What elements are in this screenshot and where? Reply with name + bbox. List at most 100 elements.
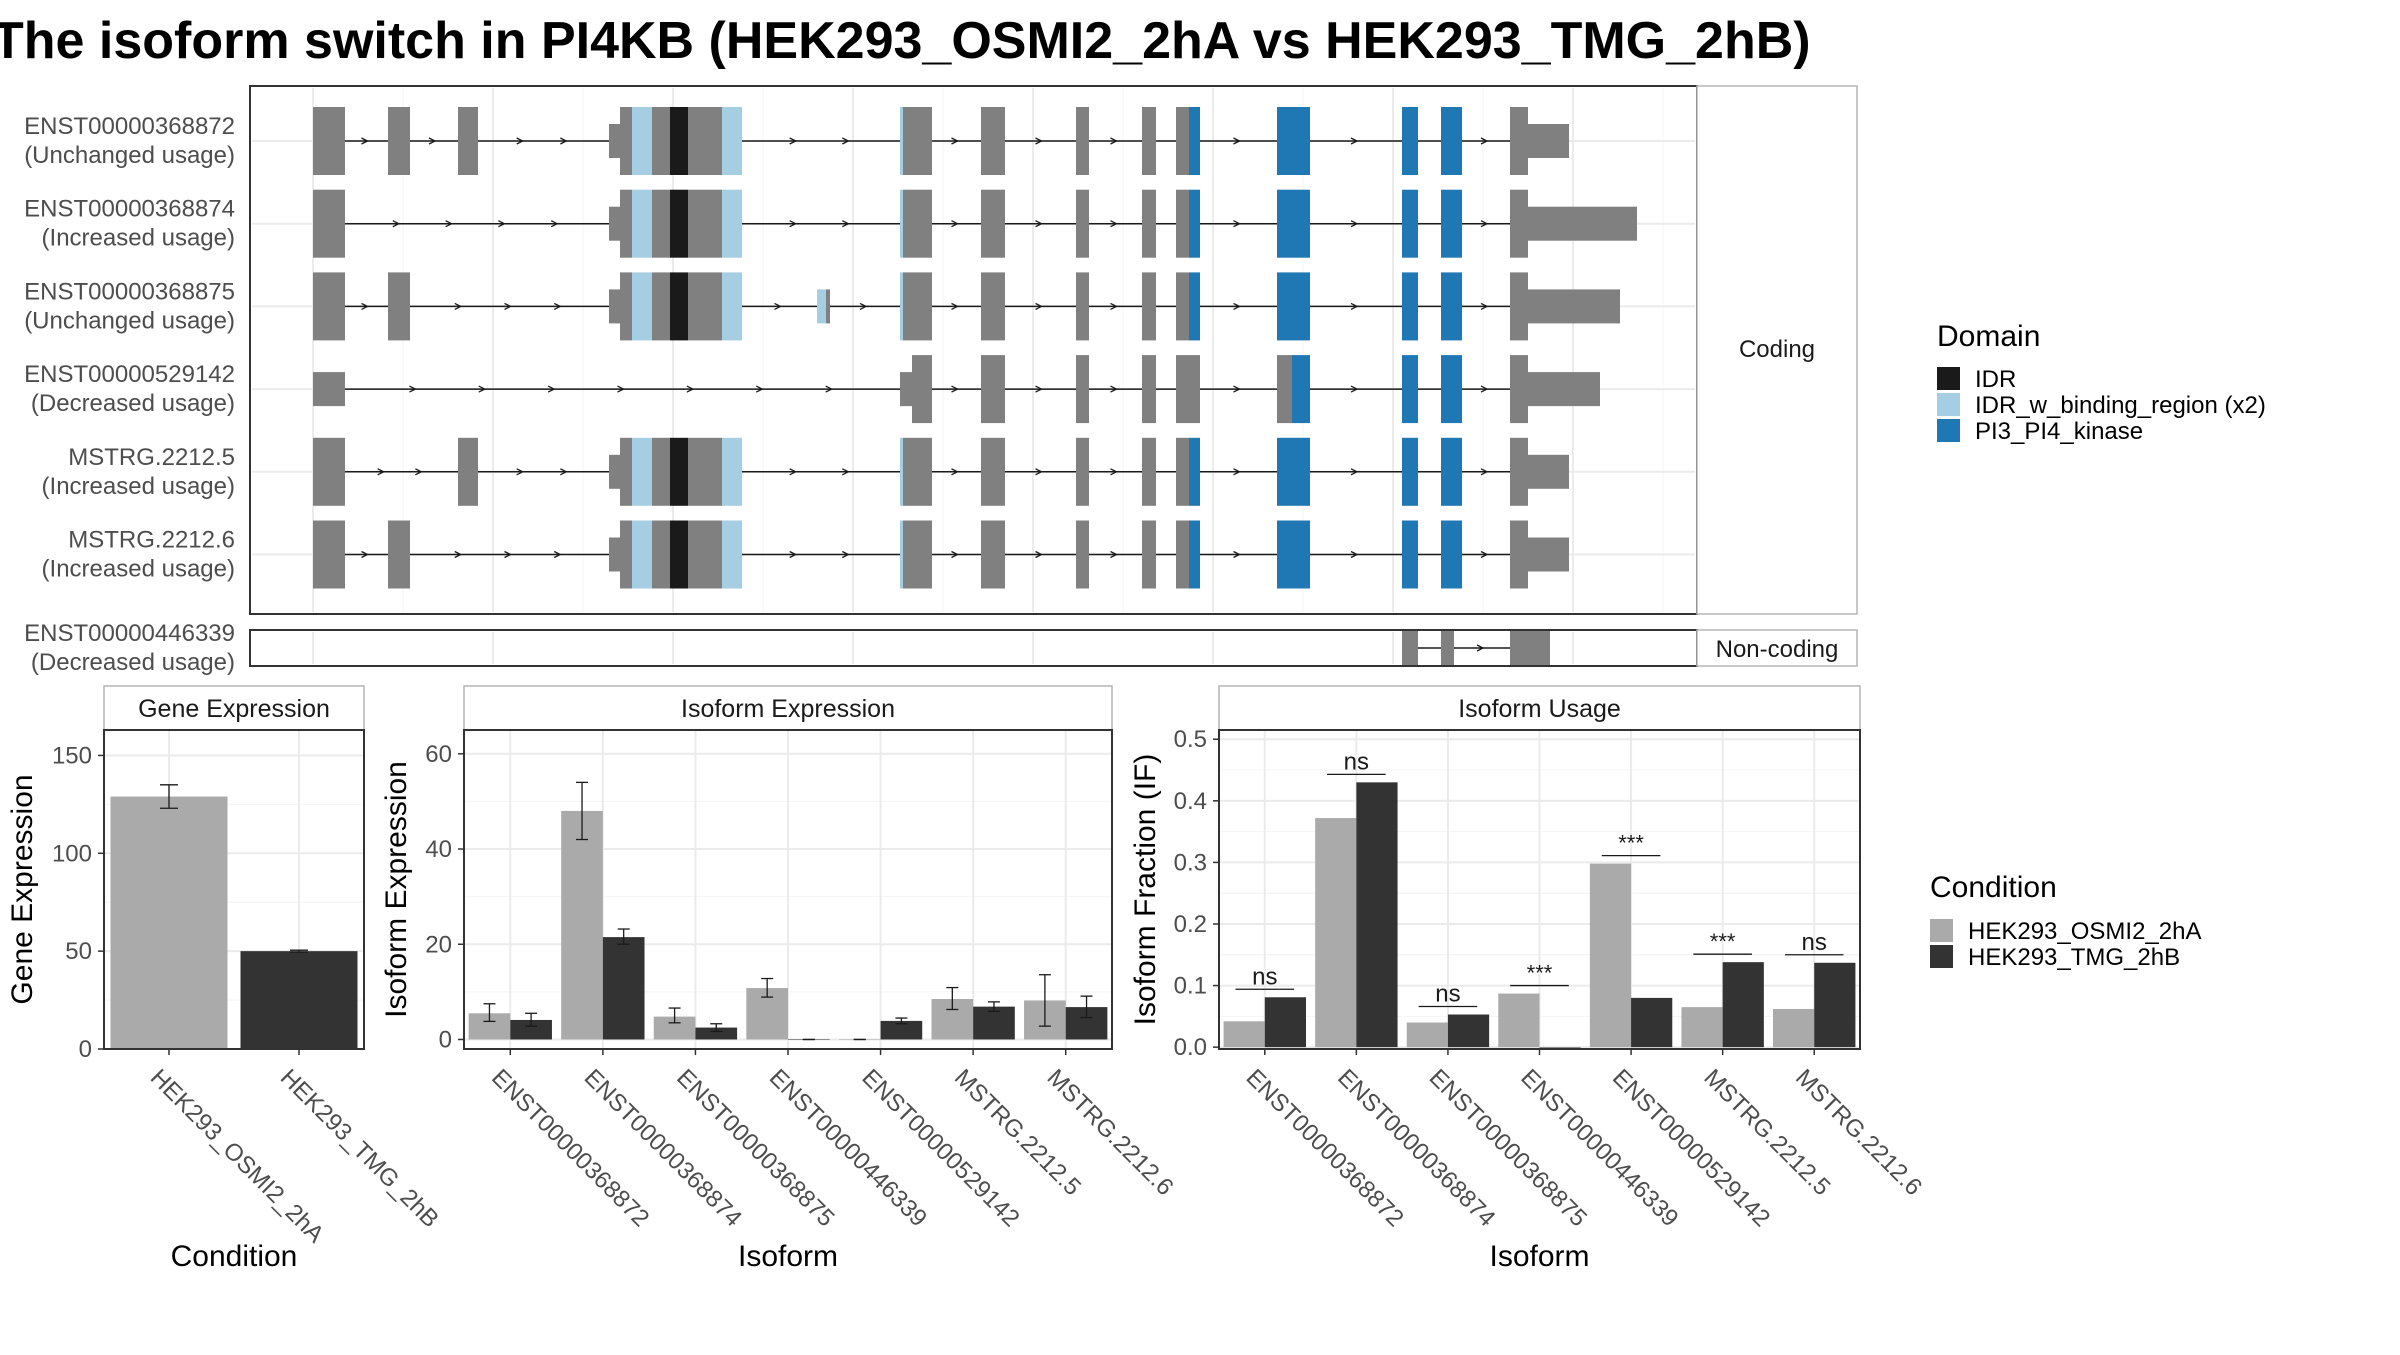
exon-segment xyxy=(1528,372,1600,407)
exon-segment xyxy=(1176,520,1189,589)
intron-arrow xyxy=(361,137,369,145)
exon-segment xyxy=(900,189,903,258)
bar xyxy=(561,810,603,1040)
intron-arrow xyxy=(825,385,834,393)
exon-segment xyxy=(609,454,620,489)
bar xyxy=(1498,993,1540,1048)
exon-segment xyxy=(1076,437,1089,506)
exon-segment xyxy=(1402,520,1418,589)
intron-arrow xyxy=(553,550,562,559)
exon-segment xyxy=(903,107,932,175)
transcript-id-label: ENST00000529142 xyxy=(24,361,235,388)
intron-arrow xyxy=(361,550,369,559)
exon-segment xyxy=(652,272,670,341)
transcript-track-ENST00000368874 xyxy=(313,189,1637,258)
exon-segment xyxy=(1441,107,1462,175)
exon-segment xyxy=(981,437,1005,506)
exon-segment xyxy=(981,189,1005,258)
x-axis-title: Isoform xyxy=(1489,1240,1589,1273)
bar xyxy=(1223,1021,1265,1048)
domain-legend-title: Domain xyxy=(1937,320,2040,353)
intron-arrow xyxy=(547,385,556,393)
exon-segment xyxy=(1528,124,1569,158)
intron-arrow xyxy=(377,468,386,476)
exon-segment xyxy=(609,289,620,324)
exon-segment xyxy=(1142,437,1156,506)
intron-arrow xyxy=(1035,468,1043,476)
intron-arrow xyxy=(1233,385,1241,393)
facet-strip xyxy=(103,685,365,731)
intron-arrow xyxy=(1350,385,1359,393)
intron-arrow xyxy=(789,220,798,228)
exon-segment xyxy=(1510,437,1528,506)
exon-segment xyxy=(1441,631,1454,665)
intron-arrow xyxy=(409,385,417,393)
y-tick-label: 0.4 xyxy=(1174,788,1207,815)
legend-label-idr-binding: IDR_w_binding_region (x2) xyxy=(1975,392,2266,419)
exon-segment xyxy=(1528,289,1620,324)
transcript-track-ENST00000368872 xyxy=(313,107,1569,175)
exon-segment xyxy=(313,189,345,258)
chart-title: Isoform Expression xyxy=(681,695,895,723)
intron-arrow xyxy=(1035,302,1043,310)
x-axis-title: Isoform xyxy=(738,1240,838,1273)
domain-legend: Domain IDR IDR_w_binding_region (x2) PI3… xyxy=(1937,320,2266,445)
exon-segment xyxy=(1510,355,1528,424)
intron-arrow xyxy=(1350,302,1359,310)
bar xyxy=(510,1019,552,1040)
intron-arrow xyxy=(1233,137,1241,145)
exon-segment xyxy=(1176,107,1189,175)
bar xyxy=(695,1027,738,1040)
bar xyxy=(1631,997,1673,1048)
bar xyxy=(1447,1014,1490,1048)
exon-segment xyxy=(903,437,932,506)
intron-arrow xyxy=(951,385,959,393)
exon-segment xyxy=(900,437,903,506)
exon-segment xyxy=(1176,189,1189,258)
exon-segment xyxy=(620,107,632,175)
exon-segment xyxy=(670,437,688,506)
exon-segment xyxy=(620,437,632,506)
exon-segment xyxy=(670,272,688,341)
intron-arrow xyxy=(454,302,463,310)
intron-arrow xyxy=(1035,220,1043,228)
intron-arrow xyxy=(617,385,625,393)
intron-arrow xyxy=(498,220,506,228)
exon-segment xyxy=(652,437,670,506)
intron-arrow xyxy=(1233,550,1241,559)
exon-segment xyxy=(652,189,670,258)
exon-segment xyxy=(1277,272,1310,341)
figure-title: The isoform switch in PI4KB (HEK293_OSMI… xyxy=(0,12,1811,70)
noncoding-strip-label: Non-coding xyxy=(1716,636,1839,663)
intron-arrow xyxy=(1233,468,1241,476)
intron-arrow xyxy=(1476,644,1485,652)
y-tick-label: 0.1 xyxy=(1174,973,1207,1000)
exon-segment xyxy=(722,272,742,341)
transcript-id-label: ENST00000368874 xyxy=(24,196,235,223)
exon-segment xyxy=(313,437,345,506)
transcript-track-ENST00000529142 xyxy=(313,355,1600,424)
legend-label-kinase: PI3_PI4_kinase xyxy=(1975,418,2143,445)
exon-segment xyxy=(1441,355,1462,424)
exon-segment xyxy=(722,437,742,506)
legend-swatch-kinase xyxy=(1937,419,1960,442)
exon-segment xyxy=(688,189,722,258)
intron-arrow xyxy=(550,220,559,228)
intron-arrow xyxy=(560,137,568,145)
exon-segment xyxy=(826,289,830,324)
intron-arrow xyxy=(1110,468,1118,476)
intron-arrow xyxy=(789,137,798,145)
exon-segment xyxy=(1528,206,1637,241)
noncoding-strip xyxy=(1696,629,1858,667)
y-tick-label: 0 xyxy=(79,1036,92,1063)
significance-label: ns xyxy=(1435,981,1460,1008)
intron-arrow xyxy=(415,468,423,476)
exon-segment xyxy=(1510,272,1528,341)
intron-arrow xyxy=(516,137,525,145)
exon-segment xyxy=(1189,520,1200,589)
coding-strip-label: Coding xyxy=(1739,336,1815,363)
exon-segment xyxy=(1402,631,1418,665)
exon-segment xyxy=(313,272,345,341)
exon-segment xyxy=(1402,437,1418,506)
